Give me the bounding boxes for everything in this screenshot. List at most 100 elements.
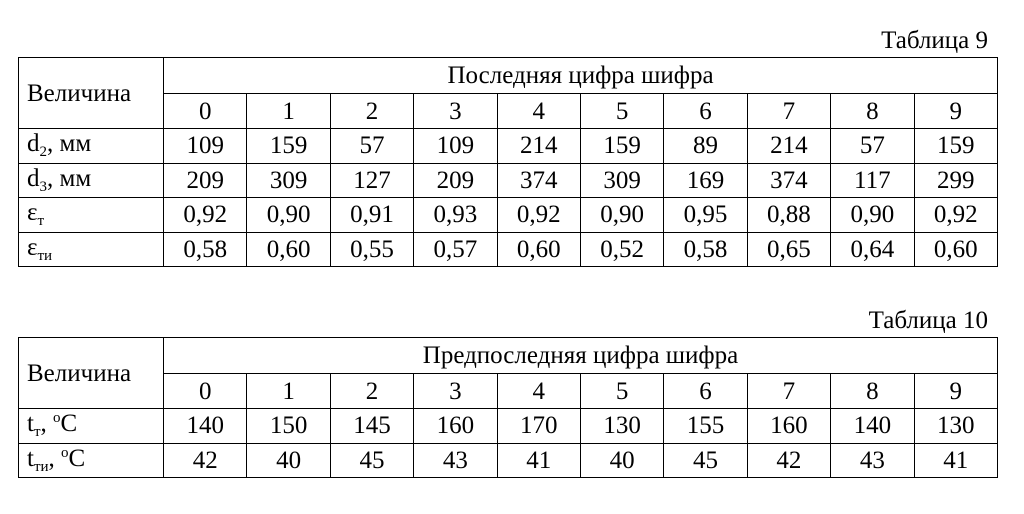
column-header: 3 xyxy=(413,93,498,129)
cell: 0,60 xyxy=(246,231,331,267)
cell: 169 xyxy=(663,162,748,198)
cell: 374 xyxy=(746,162,832,198)
row-label: εти xyxy=(18,231,164,267)
label-part: d xyxy=(27,130,40,158)
cell: 140 xyxy=(830,408,915,444)
column-header: 7 xyxy=(746,373,832,409)
column-header: 5 xyxy=(579,93,665,129)
cell: 0,55 xyxy=(329,231,415,267)
cell: 0,64 xyxy=(830,231,915,267)
cell: 0,57 xyxy=(413,231,498,267)
row-label: εт xyxy=(18,197,164,233)
cell: 0,92 xyxy=(162,197,248,233)
data-row: d3, мм 209 309 127 209 374 309 169 374 117 299 xyxy=(18,162,999,198)
label-part: т xyxy=(37,213,45,230)
label-part: , xyxy=(40,410,54,438)
cell: 160 xyxy=(746,408,832,444)
cell: 40 xyxy=(246,442,331,478)
cell: 0,60 xyxy=(913,231,999,267)
cell: 0,52 xyxy=(579,231,665,267)
column-header: 4 xyxy=(496,93,581,129)
header-row: Величина Последняя цифра шифра xyxy=(18,57,998,129)
column-header: 2 xyxy=(329,373,415,409)
cell: 43 xyxy=(830,442,915,478)
column-header: 9 xyxy=(913,93,999,129)
label-part: ти xyxy=(33,458,49,475)
label-part: ε xyxy=(27,199,38,227)
cell: 0,92 xyxy=(496,197,581,233)
cell: 42 xyxy=(162,442,248,478)
cell: 0,95 xyxy=(663,197,748,233)
cell: 159 xyxy=(246,128,331,164)
cell: 0,58 xyxy=(162,231,248,267)
cell: 140 xyxy=(162,408,248,444)
data-row: tти, oC 42 40 45 43 41 40 45 42 43 41 xyxy=(18,442,999,478)
cell: 0,58 xyxy=(663,231,748,267)
cell: 159 xyxy=(579,128,665,164)
cell: 209 xyxy=(162,162,248,198)
cell: 0,88 xyxy=(746,197,832,233)
column-header: 6 xyxy=(663,93,748,129)
column-header: 8 xyxy=(830,93,915,129)
cell: 42 xyxy=(746,442,832,478)
column-header: 4 xyxy=(496,373,581,409)
label-part: , мм xyxy=(47,130,92,158)
column-header: 1 xyxy=(246,373,331,409)
column-header: 0 xyxy=(162,93,248,129)
label-part: 3 xyxy=(39,178,48,195)
label-part: т xyxy=(33,424,41,441)
table: Величина Предпоследняя цифра шифра 0 1 2 3 4 5 6… xyxy=(18,337,999,478)
cell: 127 xyxy=(329,162,415,198)
cell: 0,90 xyxy=(830,197,915,233)
cell: 0,90 xyxy=(579,197,665,233)
cell: 41 xyxy=(913,442,999,478)
corner-header: Величина xyxy=(18,57,164,129)
row-label: d3, мм xyxy=(18,162,164,198)
label-part: 2 xyxy=(39,144,48,161)
cell: 170 xyxy=(496,408,581,444)
cell: 159 xyxy=(913,128,999,164)
cell: 374 xyxy=(496,162,581,198)
label-part: C xyxy=(60,410,78,438)
data-row: εт 0,92 0,90 0,91 0,93 0,92 0,90 0,95 0,88 0,90 0,… xyxy=(18,197,999,233)
cell: 43 xyxy=(413,442,498,478)
table-block: Таблица 10 Величина Предпоследняя цифра ши… xyxy=(18,305,999,478)
table-block: Таблица 9 Величина Последняя цифра шифра 0 1… xyxy=(18,25,999,267)
column-header: 6 xyxy=(663,373,748,409)
cell: 0,92 xyxy=(913,197,999,233)
cell: 109 xyxy=(413,128,498,164)
cell: 309 xyxy=(246,162,331,198)
cell: 160 xyxy=(413,408,498,444)
cell: 299 xyxy=(913,162,999,198)
cell: 57 xyxy=(830,128,915,164)
label-part: , xyxy=(48,444,62,472)
column-header: 0 xyxy=(162,373,248,409)
column-header: 7 xyxy=(746,93,832,129)
data-row: d2, мм 109 159 57 109 214 159 89 214 57 159 xyxy=(18,128,999,164)
label-part: d xyxy=(27,164,40,192)
cell: 209 xyxy=(413,162,498,198)
cell: 45 xyxy=(329,442,415,478)
cell: 89 xyxy=(663,128,748,164)
cell: 130 xyxy=(913,408,999,444)
cell: 155 xyxy=(663,408,748,444)
cell: 0,91 xyxy=(329,197,415,233)
cell: 0,93 xyxy=(413,197,498,233)
group-header: Последняя цифра шифра xyxy=(163,57,998,94)
cell: 57 xyxy=(329,128,415,164)
column-header: 5 xyxy=(579,373,665,409)
cell: 0,90 xyxy=(246,197,331,233)
row-label: tт, oC xyxy=(18,408,164,444)
label-part: t xyxy=(27,410,34,438)
label-part: ти xyxy=(37,247,53,264)
data-row: tт, oC 140 150 145 160 170 130 155 160 140 130 xyxy=(18,408,999,444)
label-part: ε xyxy=(27,233,38,261)
label-part: o xyxy=(61,444,69,461)
group-header: Предпоследняя цифра шифра xyxy=(163,337,998,374)
header-row: Величина Предпоследняя цифра шифра xyxy=(18,337,998,409)
cell: 130 xyxy=(579,408,665,444)
column-header: 1 xyxy=(246,93,331,129)
cell: 45 xyxy=(663,442,748,478)
